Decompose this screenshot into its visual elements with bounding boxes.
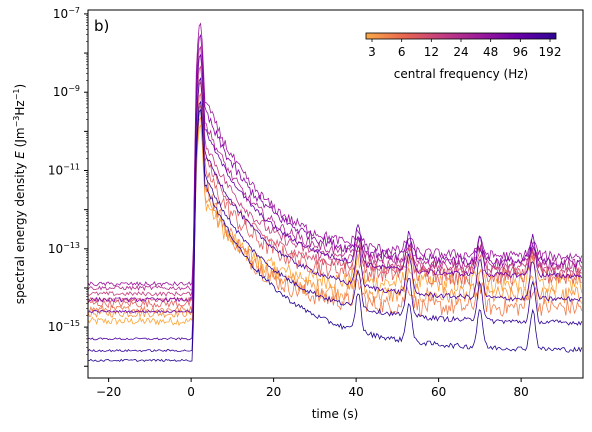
series-line [88, 53, 583, 314]
y-tick-label: 10−11 [48, 163, 80, 178]
series-layer [88, 22, 583, 362]
y-tick-label: 10−9 [53, 84, 80, 99]
series-line [88, 65, 583, 297]
colorbar-tick-label: 96 [513, 45, 528, 59]
x-axis-label: time (s) [312, 407, 359, 421]
colorbar-tick-label: 24 [453, 45, 468, 59]
colorbar-ramp [365, 32, 557, 40]
colorbar-tick-label: 6 [398, 45, 406, 59]
x-axis: −20 0 20 40 60 80 [96, 378, 529, 399]
x-tick-label: 40 [348, 385, 363, 399]
x-tick-label: 0 [187, 385, 195, 399]
colorbar-label: central frequency (Hz) [394, 67, 528, 81]
x-tick-label: 20 [266, 385, 281, 399]
y-tick-label: 10−13 [48, 241, 80, 256]
colorbar: 3 6 12 24 48 96 192 central frequency (Hz) [365, 32, 562, 81]
y-tick-label: 10−15 [48, 319, 80, 334]
y-axis-label: spectral energy density E (Jm−3Hz−1) [12, 84, 27, 304]
series-line [88, 116, 583, 319]
colorbar-tick-label: 192 [539, 45, 562, 59]
series-line [88, 108, 583, 362]
series-line [88, 77, 582, 341]
series-line [88, 22, 583, 287]
panel-label: b) [94, 17, 109, 35]
x-tick-label: 80 [513, 385, 528, 399]
plot-frame [87, 9, 584, 379]
series-line [88, 92, 582, 309]
x-tick-label: 60 [431, 385, 446, 399]
colorbar-tick-label: 12 [424, 45, 439, 59]
colorbar-tick-label: 3 [368, 45, 376, 59]
series-line [88, 104, 583, 317]
y-tick-label: 10−7 [53, 6, 80, 21]
series-line [88, 34, 583, 303]
y-axis: 10−15 10−13 10−11 10−9 10−7 [48, 6, 88, 367]
x-tick-label: −20 [96, 385, 121, 399]
series-line [88, 100, 583, 353]
colorbar-tick-label: 48 [483, 45, 498, 59]
series-line [88, 45, 582, 292]
